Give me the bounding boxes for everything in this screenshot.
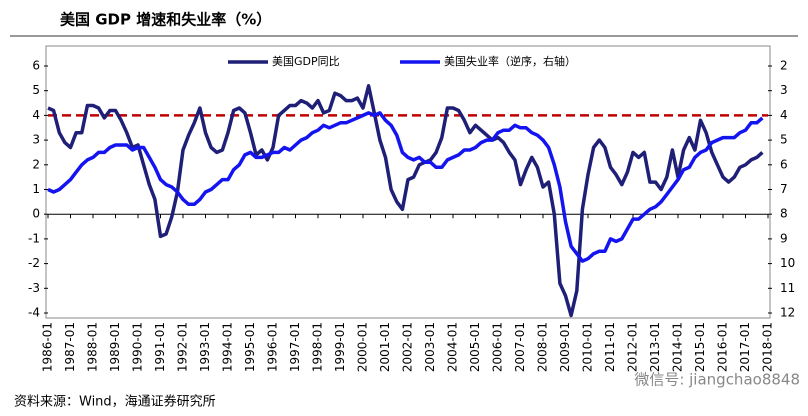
x-tick-label: 2014-01 — [671, 322, 685, 372]
y2-tick-label: 5 — [780, 133, 788, 147]
x-tick-label: 1989-01 — [108, 322, 122, 372]
watermark: 微信号: jiangchao8848 — [634, 371, 800, 389]
legend-label: 美国失业率（逆序，右轴） — [444, 54, 576, 68]
x-tick-label: 2018-01 — [761, 322, 775, 372]
x-tick-label: 1999-01 — [333, 322, 347, 372]
x-tick-label: 1998-01 — [311, 322, 325, 372]
x-tick-label: 2002-01 — [401, 322, 415, 372]
y2-tick-label: 3 — [780, 83, 788, 97]
y2-tick-label: 8 — [780, 207, 788, 221]
y-tick-label: 2 — [32, 157, 40, 171]
legend-label: 美国GDP同比 — [272, 55, 340, 68]
y2-tick-label: 4 — [780, 108, 788, 122]
x-tick-label: 2000-01 — [356, 322, 370, 372]
source: 资料来源：Wind，海通证券研究所 — [14, 394, 216, 410]
x-tick-label: 2013-01 — [648, 322, 662, 372]
y2-tick-label: 11 — [780, 281, 795, 295]
x-tick-label: 2017-01 — [738, 322, 752, 372]
x-tick-label: 1992-01 — [176, 322, 190, 372]
y-tick-label: 1 — [32, 182, 40, 196]
x-tick-label: 2005-01 — [468, 322, 482, 372]
x-tick-label: 2011-01 — [603, 322, 617, 372]
chart-title: 美国 GDP 增速和失业率（%） — [60, 11, 271, 29]
x-tick-label: 2007-01 — [513, 322, 527, 372]
y2-tick-label: 9 — [780, 231, 788, 245]
x-tick-label: 1987-01 — [63, 322, 77, 372]
y-tick-label: -3 — [28, 281, 40, 295]
x-tick-label: 1986-01 — [41, 322, 55, 372]
x-tick-label: 2004-01 — [446, 322, 460, 372]
y-tick-label: -4 — [28, 306, 40, 320]
y-tick-label: 4 — [32, 108, 40, 122]
x-tick-label: 2003-01 — [423, 322, 437, 372]
x-tick-label: 2009-01 — [558, 322, 572, 372]
x-tick-label: 1990-01 — [131, 322, 145, 372]
x-tick-label: 1993-01 — [198, 322, 212, 372]
y2-tick-label: 10 — [780, 256, 795, 270]
x-tick-label: 2012-01 — [626, 322, 640, 372]
y-tick-label: -2 — [28, 256, 40, 270]
x-tick-label: 2010-01 — [581, 322, 595, 372]
x-tick-label: 1994-01 — [221, 322, 235, 372]
x-tick-label: 2016-01 — [716, 322, 730, 372]
x-tick-label: 1996-01 — [266, 322, 280, 372]
x-tick-label: 2006-01 — [491, 322, 505, 372]
y2-tick-label: 2 — [780, 59, 788, 73]
x-tick-label: 1988-01 — [86, 322, 100, 372]
series-line — [47, 111, 764, 263]
x-tick-label: 1995-01 — [243, 322, 257, 372]
series-line — [47, 84, 764, 318]
y-tick-label: 3 — [32, 133, 40, 147]
y2-tick-label: 6 — [780, 157, 788, 171]
x-tick-label: 1997-01 — [288, 322, 302, 372]
plot-frame — [45, 45, 771, 319]
y-tick-label: 5 — [32, 83, 40, 97]
x-tick-label: 1991-01 — [153, 322, 167, 372]
y2-tick-label: 12 — [780, 306, 795, 320]
y-tick-label: 0 — [32, 207, 40, 221]
y2-tick-label: 7 — [780, 182, 788, 196]
y-tick-label: 6 — [32, 59, 40, 73]
x-tick-label: 2001-01 — [378, 322, 392, 372]
x-tick-label: 2015-01 — [693, 322, 707, 372]
x-tick-label: 2008-01 — [536, 322, 550, 372]
y-tick-label: -1 — [28, 231, 40, 245]
